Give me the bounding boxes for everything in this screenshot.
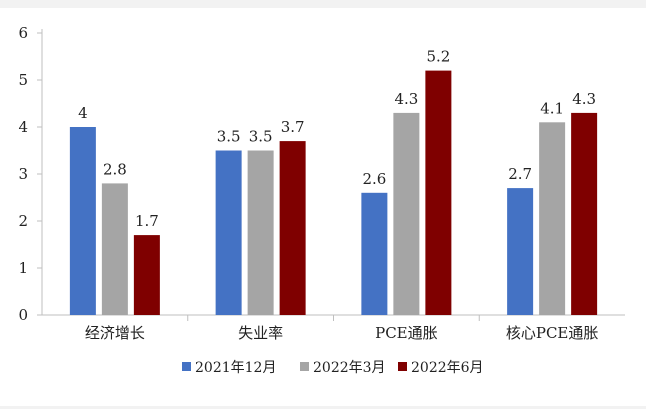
axes: 0 1 2 3 4 5 6 经济增长 失业率 PCE通胀 核心PCE通胀: [18, 24, 625, 342]
data-label: 4.3: [572, 90, 596, 108]
bar: [215, 150, 242, 315]
bar: [69, 127, 96, 315]
data-label: 2.6: [362, 170, 386, 188]
bar: [101, 183, 128, 315]
bar: [539, 122, 566, 315]
data-label: 3.5: [217, 128, 241, 146]
y-tick-label: 2: [18, 212, 28, 230]
y-tick-label: 3: [18, 165, 28, 183]
y-tick-label: 1: [18, 259, 28, 277]
bar: [571, 112, 598, 316]
data-label: 1.7: [135, 212, 159, 230]
bar: [361, 192, 388, 315]
data-label: 4.3: [394, 90, 418, 108]
y-tick-label: 5: [18, 71, 28, 89]
data-label: 4: [78, 104, 88, 122]
category-label: 经济增长: [85, 324, 145, 342]
legend: 2021年12月 2022年3月 2022年6月: [182, 360, 484, 376]
legend-swatch: [182, 362, 191, 371]
chart-card: 0 1 2 3 4 5 6 经济增长 失业率 PCE通胀 核心PCE通胀 4 2.8 1.7 3.5 3.5…: [0, 8, 646, 406]
data-labels: 4 2.8 1.7 3.5 3.5 3.7 2.6 4.3 5.2 2.7 4.1 4.3: [78, 48, 596, 231]
legend-swatch: [398, 362, 407, 371]
bar: [133, 235, 160, 315]
y-tick-label: 6: [18, 24, 28, 42]
legend-label: 2022年3月: [313, 360, 386, 376]
data-label: 4.1: [540, 99, 564, 117]
bars: [69, 70, 598, 316]
category-label: 核心PCE通胀: [506, 324, 599, 342]
bar: [393, 112, 420, 316]
bar: [247, 150, 274, 315]
bar: [507, 188, 534, 315]
bar-chart: 0 1 2 3 4 5 6 经济增长 失业率 PCE通胀 核心PCE通胀 4 2.8 1.7 3.5 3.5…: [18, 24, 625, 376]
y-tick-label: 0: [18, 306, 28, 324]
data-label: 5.2: [426, 48, 450, 66]
bar: [279, 141, 306, 315]
bar: [425, 70, 452, 315]
y-tick-label: 4: [18, 118, 28, 136]
category-label: PCE通胀: [375, 324, 438, 342]
data-label: 3.7: [281, 118, 305, 136]
legend-swatch: [300, 362, 309, 371]
data-label: 2.7: [508, 165, 532, 183]
data-label: 3.5: [249, 128, 273, 146]
category-label: 失业率: [238, 324, 283, 342]
legend-label: 2021年12月: [195, 360, 276, 376]
legend-label: 2022年6月: [411, 360, 484, 376]
data-label: 2.8: [103, 160, 127, 178]
